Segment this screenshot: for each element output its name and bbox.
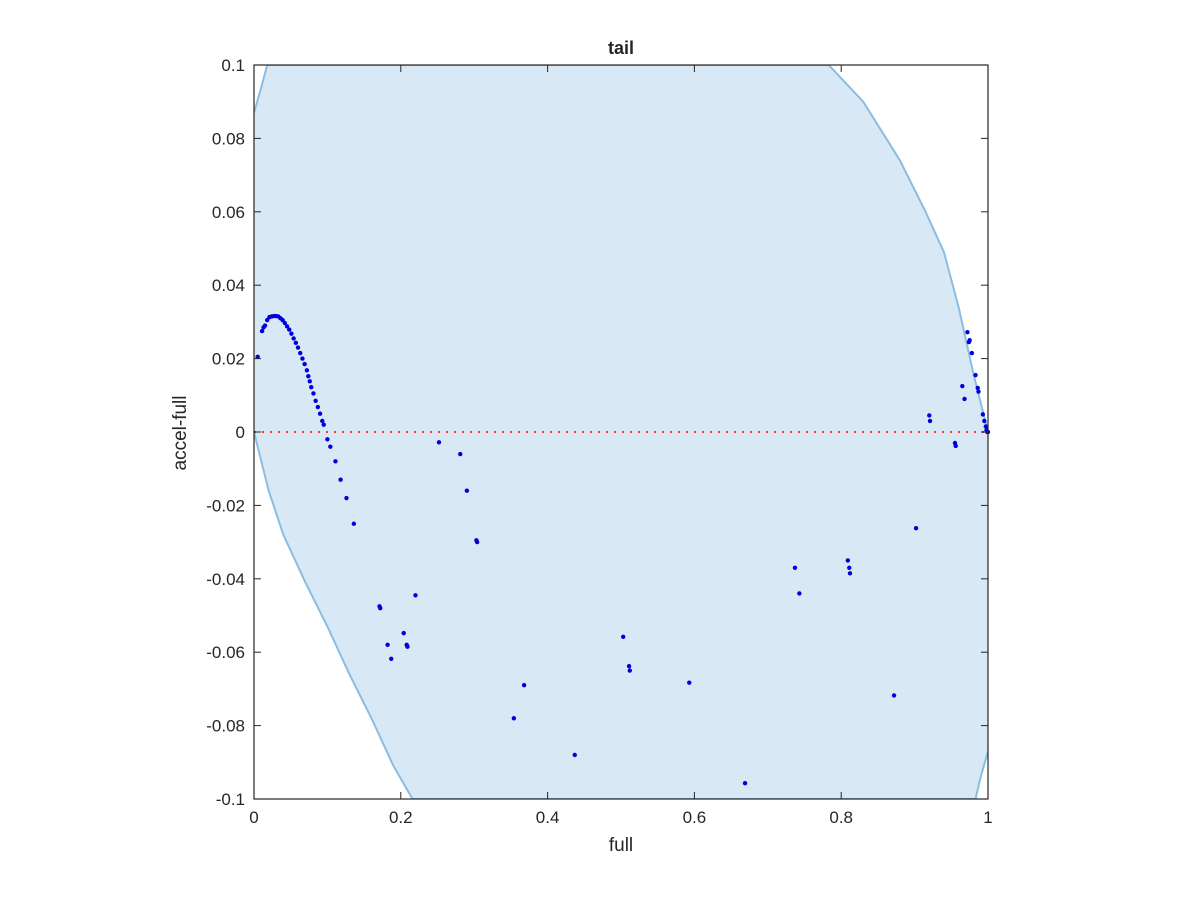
data-point xyxy=(458,451,463,457)
data-point xyxy=(321,422,326,427)
chart-title: tail xyxy=(608,38,634,58)
data-point xyxy=(511,716,517,721)
y-tick-label: -0.1 xyxy=(216,790,245,809)
data-point xyxy=(309,385,314,390)
data-point xyxy=(320,418,325,424)
data-point xyxy=(317,411,323,416)
y-tick-label: 0.02 xyxy=(212,350,245,369)
data-point xyxy=(307,379,312,384)
plot-area: 0 0.2 0.4 0.6 0.8 1 -0.1 -0.08 -0.06 -0.04 -0.02 0 0… xyxy=(206,56,992,827)
data-point xyxy=(413,593,418,598)
x-tick-label: 0.6 xyxy=(683,808,707,827)
data-point xyxy=(982,418,987,424)
data-point xyxy=(572,752,577,758)
data-point xyxy=(351,521,357,526)
data-point xyxy=(262,323,268,328)
data-point xyxy=(325,437,330,442)
data-point xyxy=(927,418,933,424)
y-tick-label: 0.1 xyxy=(221,56,245,75)
y-tick-label: -0.06 xyxy=(206,643,245,662)
data-point xyxy=(913,525,919,531)
data-point xyxy=(311,391,316,396)
data-point xyxy=(927,413,932,418)
data-point xyxy=(401,630,406,636)
region-upper-boundary xyxy=(254,65,988,433)
data-point xyxy=(621,634,626,639)
data-point xyxy=(967,338,972,343)
y-tick-label: 0.06 xyxy=(212,203,245,222)
data-point xyxy=(980,412,986,417)
y-tick-label: 0 xyxy=(236,423,245,442)
y-axis-label: accel-full xyxy=(170,396,191,471)
data-point xyxy=(436,440,442,445)
data-point xyxy=(847,565,852,570)
y-tick-label: 0.08 xyxy=(212,129,245,148)
data-point xyxy=(891,693,897,698)
data-point xyxy=(306,374,311,379)
y-tick-label: -0.04 xyxy=(206,570,245,589)
data-point xyxy=(953,443,958,449)
data-point xyxy=(385,642,390,648)
data-point xyxy=(389,656,394,662)
data-point xyxy=(255,354,260,359)
data-point xyxy=(983,424,988,429)
data-point xyxy=(333,459,338,464)
x-tick-label: 1 xyxy=(983,808,992,827)
data-point xyxy=(965,329,970,335)
data-point xyxy=(626,663,632,669)
data-point xyxy=(845,558,851,563)
shaded-region xyxy=(254,65,988,799)
data-point xyxy=(282,320,288,326)
x-tick-label: 0.4 xyxy=(536,808,560,827)
data-point xyxy=(969,350,975,356)
data-point xyxy=(295,345,301,350)
data-point xyxy=(474,539,480,545)
data-point xyxy=(962,396,967,402)
data-point xyxy=(291,336,296,341)
data-point xyxy=(521,683,527,688)
data-point xyxy=(960,383,965,389)
y-tick-label: -0.02 xyxy=(206,496,245,515)
data-point xyxy=(315,404,321,410)
data-point xyxy=(328,444,333,449)
data-point xyxy=(464,488,470,493)
data-point xyxy=(302,361,307,367)
x-axis-label: full xyxy=(609,835,633,856)
data-point xyxy=(405,644,410,649)
data-point xyxy=(304,368,310,373)
data-point xyxy=(847,571,853,576)
y-tick-label: -0.08 xyxy=(206,717,245,736)
data-point xyxy=(792,565,798,570)
data-point xyxy=(973,372,978,378)
data-point xyxy=(742,781,748,786)
data-point xyxy=(300,356,305,361)
data-point xyxy=(627,668,633,673)
data-point xyxy=(287,327,292,332)
data-point xyxy=(289,331,294,336)
data-point xyxy=(797,591,802,596)
x-tick-label: 0.2 xyxy=(389,808,413,827)
data-point xyxy=(976,389,981,394)
data-point xyxy=(298,350,303,356)
data-point xyxy=(975,385,980,391)
y-tick-label: 0.04 xyxy=(212,276,245,295)
x-tick-label: 0.8 xyxy=(829,808,853,827)
data-point xyxy=(284,324,290,329)
x-tick-label: 0 xyxy=(249,808,258,827)
region-lower-boundary xyxy=(254,431,988,799)
data-point xyxy=(293,340,299,346)
data-point xyxy=(344,495,349,501)
data-point xyxy=(259,328,265,334)
data-point xyxy=(378,605,383,611)
data-point xyxy=(338,477,343,482)
data-point xyxy=(313,398,318,404)
data-point xyxy=(687,680,692,685)
